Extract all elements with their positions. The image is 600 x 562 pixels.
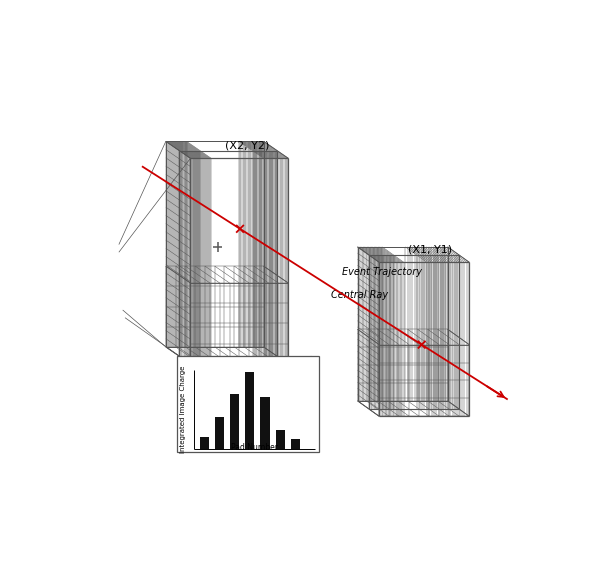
Bar (291, 439, 300, 448)
Bar (245, 373, 254, 448)
Text: Integrated Image Charge: Integrated Image Charge (180, 366, 186, 453)
Bar (275, 429, 285, 448)
Bar (230, 394, 239, 448)
Text: Pad Number: Pad Number (231, 443, 278, 452)
Text: (X1, Y1): (X1, Y1) (407, 244, 452, 255)
Bar (215, 416, 224, 448)
Text: Central Ray: Central Ray (331, 290, 388, 300)
Bar (176, 356, 319, 452)
Bar (200, 437, 209, 448)
Bar (260, 397, 269, 448)
Text: (X2, Y2): (X2, Y2) (225, 140, 269, 151)
Text: Event Trajectory: Event Trajectory (343, 267, 422, 277)
